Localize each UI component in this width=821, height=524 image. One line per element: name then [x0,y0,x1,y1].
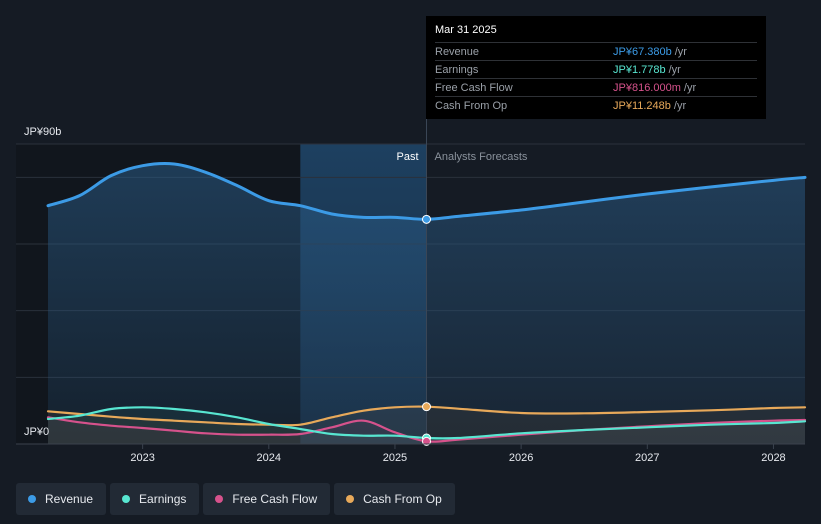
legend-dot-icon [215,495,224,503]
legend-earnings[interactable]: Earnings [110,483,200,515]
legend-label: Free Cash Flow [232,492,318,506]
tooltip-row: Earnings JP¥1.778b/yr [435,60,757,78]
past-label: Past [396,151,418,163]
legend: Revenue Earnings Free Cash Flow Cash From O… [16,483,455,515]
x-tick-label: 2024 [257,452,281,464]
series-area-free-cash-flow [48,417,805,444]
tooltip-value: JP¥816.000m [613,81,681,94]
tooltip-value: JP¥67.380b [613,45,672,58]
series-line-revenue [46,162,807,221]
tooltip-value: JP¥1.778b [613,63,666,76]
tooltip-label: Cash From Op [435,99,508,112]
series-line-earnings [46,406,807,440]
legend-label: Earnings [139,492,187,506]
tooltip-row: Cash From Op JP¥11.248b/yr [435,96,757,114]
legend-free-cash-flow[interactable]: Free Cash Flow [203,483,331,515]
series-line-cash-from-op [46,405,807,427]
tooltip-unit: /yr [673,99,687,112]
tooltip-unit: /yr [674,45,687,58]
y-axis-top-label: JP¥90b [24,126,62,138]
tooltip-value: JP¥11.248b [613,99,671,112]
y-axis-bottom-label: JP¥0 [24,426,50,438]
tooltip-label: Earnings [435,63,479,76]
tooltip-label: Free Cash Flow [435,81,513,94]
x-tick-label: 2023 [130,452,154,464]
legend-dot-icon [28,495,36,503]
tooltip-unit: /yr [683,81,697,94]
legend-label: Revenue [45,492,94,506]
x-tick-label: 2028 [761,452,785,464]
legend-dot-icon [346,495,355,503]
forecast-label: Analysts Forecasts [435,151,528,163]
legend-dot-icon [122,495,131,503]
data-tooltip: Mar 31 2025 Revenue JP¥67.380b/yr Earnings… [426,16,766,119]
point-marker-free-cash-flow [422,436,431,446]
tooltip-label: Revenue [435,45,480,58]
x-tick-label: 2025 [383,452,407,464]
legend-label: Cash From Op [363,492,442,506]
tooltip-date: Mar 31 2025 [435,24,497,36]
x-tick-label: 2027 [635,452,659,464]
tooltip-row: Free Cash Flow JP¥816.000m/yr [435,78,757,96]
tooltip-row: Revenue JP¥67.380b/yr [435,42,757,60]
tooltip-unit: /yr [668,63,681,76]
point-marker-cash-from-op [422,402,431,412]
legend-revenue[interactable]: Revenue [16,483,107,515]
legend-cash-from-op[interactable]: Cash From Op [334,483,455,515]
point-marker-revenue [422,214,431,224]
x-tick-label: 2026 [509,452,533,464]
